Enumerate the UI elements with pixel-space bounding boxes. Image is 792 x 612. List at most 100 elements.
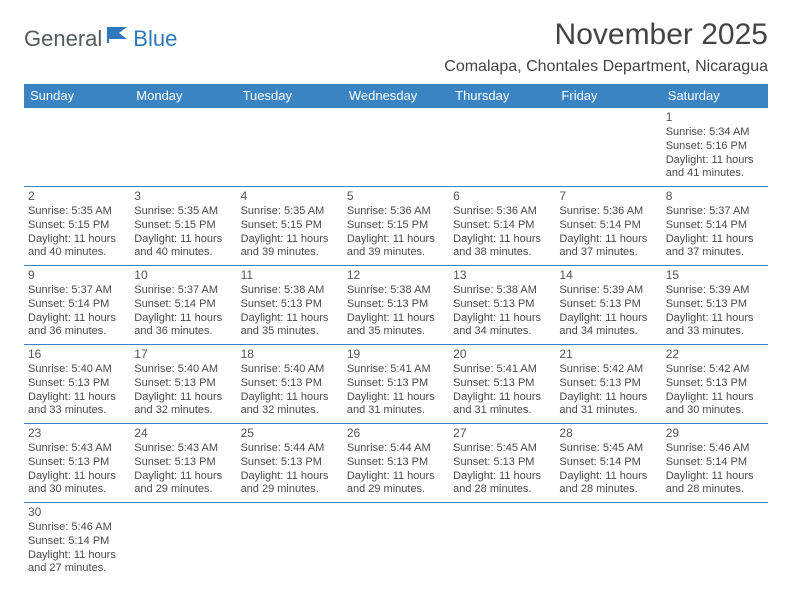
daylight-line: and 33 minutes.: [666, 325, 764, 339]
sunset-line: Sunset: 5:13 PM: [347, 456, 445, 470]
daylight-line: and 32 minutes.: [134, 404, 232, 418]
header: General Blue November 2025 Comalapa, Cho…: [24, 18, 768, 76]
daylight-line: and 30 minutes.: [28, 483, 126, 497]
daylight-line: and 28 minutes.: [453, 483, 551, 497]
day-number: 4: [241, 189, 339, 204]
empty-cell: [449, 108, 555, 186]
empty-cell: [555, 503, 661, 581]
sunset-line: Sunset: 5:13 PM: [28, 456, 126, 470]
day-cell: 8Sunrise: 5:37 AMSunset: 5:14 PMDaylight…: [662, 187, 768, 265]
sunrise-line: Sunrise: 5:35 AM: [134, 205, 232, 219]
dow-friday: Friday: [555, 84, 661, 108]
day-cell: 16Sunrise: 5:40 AMSunset: 5:13 PMDayligh…: [24, 345, 130, 423]
daylight-line: and 39 minutes.: [241, 246, 339, 260]
empty-cell: [555, 108, 661, 186]
sunrise-line: Sunrise: 5:41 AM: [453, 363, 551, 377]
daylight-line: and 38 minutes.: [453, 246, 551, 260]
daylight-line: and 40 minutes.: [134, 246, 232, 260]
daylight-line: Daylight: 11 hours: [666, 233, 764, 247]
day-cell: 6Sunrise: 5:36 AMSunset: 5:14 PMDaylight…: [449, 187, 555, 265]
sunset-line: Sunset: 5:13 PM: [559, 377, 657, 391]
day-cell: 17Sunrise: 5:40 AMSunset: 5:13 PMDayligh…: [130, 345, 236, 423]
day-cell: 18Sunrise: 5:40 AMSunset: 5:13 PMDayligh…: [237, 345, 343, 423]
day-number: 3: [134, 189, 232, 204]
sunrise-line: Sunrise: 5:42 AM: [666, 363, 764, 377]
daylight-line: and 32 minutes.: [241, 404, 339, 418]
empty-cell: [237, 503, 343, 581]
day-number: 8: [666, 189, 764, 204]
sunrise-line: Sunrise: 5:40 AM: [28, 363, 126, 377]
sunrise-line: Sunrise: 5:46 AM: [666, 442, 764, 456]
daylight-line: Daylight: 11 hours: [28, 391, 126, 405]
daylight-line: Daylight: 11 hours: [559, 233, 657, 247]
sunset-line: Sunset: 5:13 PM: [347, 377, 445, 391]
sunrise-line: Sunrise: 5:35 AM: [241, 205, 339, 219]
sunset-line: Sunset: 5:14 PM: [28, 298, 126, 312]
sunset-line: Sunset: 5:13 PM: [347, 298, 445, 312]
daylight-line: and 30 minutes.: [666, 404, 764, 418]
daylight-line: and 29 minutes.: [347, 483, 445, 497]
sunrise-line: Sunrise: 5:34 AM: [666, 126, 764, 140]
logo-text-general: General: [24, 26, 102, 52]
day-cell: 19Sunrise: 5:41 AMSunset: 5:13 PMDayligh…: [343, 345, 449, 423]
sunset-line: Sunset: 5:15 PM: [347, 219, 445, 233]
daylight-line: and 41 minutes.: [666, 167, 764, 181]
day-cell: 27Sunrise: 5:45 AMSunset: 5:13 PMDayligh…: [449, 424, 555, 502]
day-cell: 10Sunrise: 5:37 AMSunset: 5:14 PMDayligh…: [130, 266, 236, 344]
day-number: 19: [347, 347, 445, 362]
day-number: 30: [28, 505, 126, 520]
dow-monday: Monday: [130, 84, 236, 108]
daylight-line: Daylight: 11 hours: [347, 312, 445, 326]
day-number: 11: [241, 268, 339, 283]
sunset-line: Sunset: 5:16 PM: [666, 140, 764, 154]
daylight-line: and 31 minutes.: [559, 404, 657, 418]
day-cell: 21Sunrise: 5:42 AMSunset: 5:13 PMDayligh…: [555, 345, 661, 423]
empty-cell: [130, 503, 236, 581]
sunrise-line: Sunrise: 5:37 AM: [134, 284, 232, 298]
sunrise-line: Sunrise: 5:46 AM: [28, 521, 126, 535]
sunrise-line: Sunrise: 5:39 AM: [559, 284, 657, 298]
daylight-line: and 34 minutes.: [559, 325, 657, 339]
sunrise-line: Sunrise: 5:42 AM: [559, 363, 657, 377]
day-number: 20: [453, 347, 551, 362]
sunset-line: Sunset: 5:13 PM: [241, 298, 339, 312]
day-number: 2: [28, 189, 126, 204]
title-block: November 2025 Comalapa, Chontales Depart…: [444, 18, 768, 76]
daylight-line: Daylight: 11 hours: [666, 312, 764, 326]
day-number: 23: [28, 426, 126, 441]
sunset-line: Sunset: 5:14 PM: [666, 219, 764, 233]
sunset-line: Sunset: 5:14 PM: [559, 219, 657, 233]
sunset-line: Sunset: 5:13 PM: [28, 377, 126, 391]
sunset-line: Sunset: 5:13 PM: [453, 377, 551, 391]
sunrise-line: Sunrise: 5:36 AM: [559, 205, 657, 219]
daylight-line: Daylight: 11 hours: [134, 470, 232, 484]
day-number: 9: [28, 268, 126, 283]
location-subtitle: Comalapa, Chontales Department, Nicaragu…: [444, 58, 768, 76]
sunrise-line: Sunrise: 5:36 AM: [453, 205, 551, 219]
daylight-line: Daylight: 11 hours: [241, 470, 339, 484]
day-cell: 30Sunrise: 5:46 AMSunset: 5:14 PMDayligh…: [24, 503, 130, 581]
daylight-line: Daylight: 11 hours: [347, 391, 445, 405]
dow-tuesday: Tuesday: [237, 84, 343, 108]
day-cell: 15Sunrise: 5:39 AMSunset: 5:13 PMDayligh…: [662, 266, 768, 344]
sunrise-line: Sunrise: 5:38 AM: [347, 284, 445, 298]
day-cell: 11Sunrise: 5:38 AMSunset: 5:13 PMDayligh…: [237, 266, 343, 344]
day-cell: 13Sunrise: 5:38 AMSunset: 5:13 PMDayligh…: [449, 266, 555, 344]
daylight-line: and 40 minutes.: [28, 246, 126, 260]
day-number: 18: [241, 347, 339, 362]
empty-cell: [449, 503, 555, 581]
sunset-line: Sunset: 5:13 PM: [559, 298, 657, 312]
day-cell: 20Sunrise: 5:41 AMSunset: 5:13 PMDayligh…: [449, 345, 555, 423]
sunrise-line: Sunrise: 5:38 AM: [241, 284, 339, 298]
weeks-container: 1Sunrise: 5:34 AMSunset: 5:16 PMDaylight…: [24, 108, 768, 581]
sunset-line: Sunset: 5:13 PM: [134, 456, 232, 470]
day-number: 15: [666, 268, 764, 283]
daylight-line: Daylight: 11 hours: [241, 233, 339, 247]
daylight-line: and 27 minutes.: [28, 562, 126, 576]
sunrise-line: Sunrise: 5:39 AM: [666, 284, 764, 298]
day-cell: 22Sunrise: 5:42 AMSunset: 5:13 PMDayligh…: [662, 345, 768, 423]
sunrise-line: Sunrise: 5:45 AM: [559, 442, 657, 456]
day-cell: 2Sunrise: 5:35 AMSunset: 5:15 PMDaylight…: [24, 187, 130, 265]
day-number: 16: [28, 347, 126, 362]
week-row: 16Sunrise: 5:40 AMSunset: 5:13 PMDayligh…: [24, 345, 768, 424]
